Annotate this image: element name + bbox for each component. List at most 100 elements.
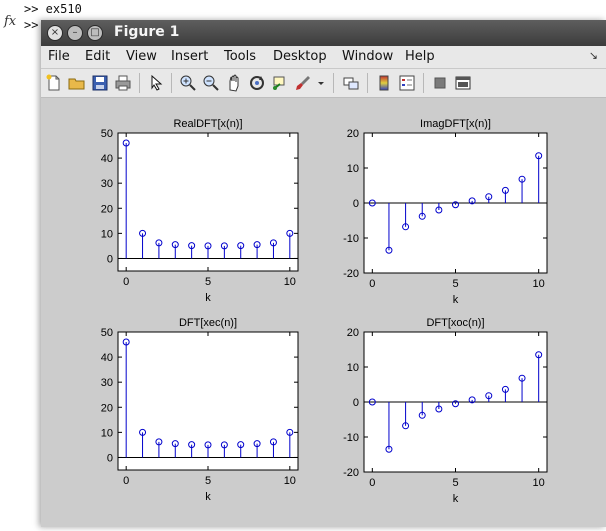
dock-arrow-icon[interactable]: ↘ xyxy=(588,49,598,62)
y-tick-label: 0 xyxy=(107,452,113,464)
data-cursor-icon[interactable] xyxy=(271,74,289,92)
stem-marker xyxy=(501,385,509,393)
menu-view[interactable]: View xyxy=(126,49,157,64)
y-tick-label: 30 xyxy=(101,377,113,389)
stem-marker xyxy=(139,428,147,436)
y-tick-label: 10 xyxy=(347,163,359,175)
stem-marker xyxy=(269,438,277,446)
close-window-button[interactable]: × xyxy=(47,25,63,41)
figure-window[interactable]: × – □ Figure 1 File Edit View Insert Too… xyxy=(41,20,606,527)
show-plot-tools-icon[interactable] xyxy=(454,74,472,92)
axes-title: DFT[xoc(n)] xyxy=(426,317,484,329)
subplot-imag-dft[interactable]: -20 -10 0 10 20 0 5 10 ImagDFT[x(n)] k xyxy=(343,118,548,306)
stem-marker xyxy=(155,438,163,446)
stem-marker xyxy=(220,242,228,250)
x-axis-label: k xyxy=(205,292,211,304)
stem-marker xyxy=(418,212,426,220)
link-icon[interactable] xyxy=(342,74,360,92)
toolbar-separator xyxy=(171,73,172,93)
figure-canvas[interactable]: 0 10 20 30 40 50 0 5 10 RealDFT[x(n)] k -20 -10 0 10 2… xyxy=(41,98,606,527)
menu-insert[interactable]: Insert xyxy=(171,49,209,64)
y-tick-label: 20 xyxy=(347,128,359,140)
pan-icon[interactable] xyxy=(225,74,243,92)
axes-title: ImagDFT[x(n)] xyxy=(420,118,491,130)
y-tick-label: 10 xyxy=(101,228,113,240)
stem-marker xyxy=(122,338,130,346)
new-figure-icon[interactable] xyxy=(45,74,63,92)
stem-marker xyxy=(485,193,493,201)
stem-marker xyxy=(269,239,277,247)
stem-marker xyxy=(204,242,212,250)
x-tick-label: 0 xyxy=(369,477,375,489)
y-tick-label: 50 xyxy=(101,327,113,339)
y-tick-label: 0 xyxy=(353,198,359,210)
stem-marker xyxy=(435,405,443,413)
x-tick-label: 10 xyxy=(533,477,545,489)
stem-marker xyxy=(418,411,426,419)
command-prompt[interactable]: >> xyxy=(24,18,39,32)
stem-marker xyxy=(237,242,245,250)
x-tick-label: 0 xyxy=(369,278,375,290)
stem-marker xyxy=(435,206,443,214)
x-tick-label: 5 xyxy=(452,477,458,489)
stem-marker xyxy=(518,374,526,382)
x-tick-label: 5 xyxy=(452,278,458,290)
axes-title: RealDFT[x(n)] xyxy=(173,118,242,130)
subplot-dft-xec[interactable]: 0 10 20 30 40 50 0 5 10 DFT[xec(n)] k xyxy=(101,317,299,503)
colorbar-icon[interactable] xyxy=(375,74,393,92)
menu-tools[interactable]: Tools xyxy=(224,49,257,64)
open-icon[interactable] xyxy=(68,74,86,92)
title-bar[interactable]: × – □ Figure 1 xyxy=(41,20,606,46)
y-tick-label: -10 xyxy=(343,233,359,245)
legend-icon[interactable] xyxy=(398,74,416,92)
stem-marker xyxy=(368,199,376,207)
y-tick-label: 20 xyxy=(347,327,359,339)
y-tick-label: 40 xyxy=(101,352,113,364)
pointer-icon[interactable] xyxy=(147,74,165,92)
stem-marker xyxy=(452,400,459,408)
stem-marker xyxy=(122,139,130,147)
y-tick-label: 30 xyxy=(101,178,113,190)
brush-dropdown-icon[interactable] xyxy=(316,74,326,92)
stem-marker xyxy=(253,241,261,249)
x-tick-label: 0 xyxy=(123,475,129,487)
window-title: Figure 1 xyxy=(114,24,180,40)
x-axis-label: k xyxy=(453,493,459,505)
command-history-line: >> ex510 xyxy=(24,2,82,16)
stem-marker xyxy=(188,242,196,250)
menu-desktop[interactable]: Desktop xyxy=(273,49,327,64)
stem-marker xyxy=(139,229,147,237)
x-axis-label: k xyxy=(205,491,211,503)
zoom-out-icon[interactable] xyxy=(202,74,220,92)
stem-marker xyxy=(171,241,179,249)
save-icon[interactable] xyxy=(91,74,109,92)
y-tick-label: 0 xyxy=(353,397,359,409)
y-tick-label: -20 xyxy=(343,467,359,479)
hide-plot-tools-icon[interactable] xyxy=(431,74,449,92)
function-browser-icon[interactable]: fx xyxy=(4,14,17,29)
x-tick-label: 5 xyxy=(205,475,211,487)
x-tick-label: 0 xyxy=(123,276,129,288)
minimize-window-button[interactable]: – xyxy=(67,25,83,41)
y-tick-label: 0 xyxy=(107,253,113,265)
y-tick-label: 10 xyxy=(347,362,359,374)
print-icon[interactable] xyxy=(114,74,132,92)
stem-marker xyxy=(468,197,476,205)
zoom-in-icon[interactable] xyxy=(179,74,197,92)
menu-file[interactable]: File xyxy=(48,49,70,64)
maximize-window-button[interactable]: □ xyxy=(87,25,103,41)
menu-window[interactable]: Window xyxy=(342,49,394,64)
brush-icon[interactable] xyxy=(294,74,312,92)
subplot-dft-xoc[interactable]: -20 -10 0 10 20 0 5 10 DFT[xoc(n)] k xyxy=(343,317,548,505)
subplot-real-dft[interactable]: 0 10 20 30 40 50 0 5 10 RealDFT[x(n)] k xyxy=(101,118,299,304)
stem-marker xyxy=(452,201,459,209)
menu-help[interactable]: Help xyxy=(405,49,435,64)
figure-toolbar xyxy=(41,69,606,98)
stem-marker xyxy=(385,246,393,254)
toolbar-separator xyxy=(423,73,424,93)
x-tick-label: 10 xyxy=(284,276,296,288)
rotate-icon[interactable] xyxy=(248,74,266,92)
toolbar-separator xyxy=(139,73,140,93)
stem-marker xyxy=(188,441,196,449)
menu-edit[interactable]: Edit xyxy=(85,49,111,64)
